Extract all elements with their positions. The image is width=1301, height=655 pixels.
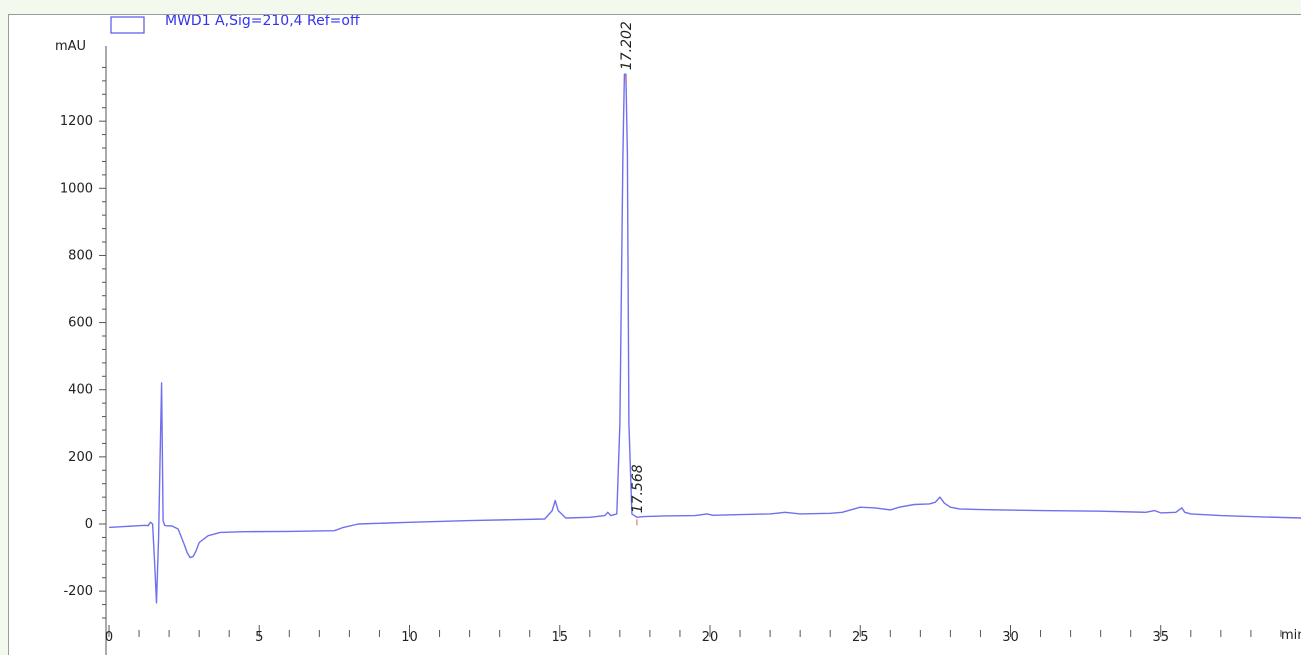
- y-tick-label: 600: [68, 316, 93, 331]
- peak-label: 17.568: [630, 464, 646, 513]
- chromatogram-plot: MWD1 A,Sig=210,4 Ref=off mAU min -200 0 20…: [55, 15, 1301, 655]
- legend-label: MWD1 A,Sig=210,4 Ref=off: [165, 15, 360, 29]
- y-tick-label: 1200: [60, 114, 93, 129]
- signal-trace: [108, 73, 1301, 604]
- y-tick-label: 200: [68, 450, 93, 465]
- y-unit-label: mAU: [55, 39, 86, 54]
- y-axis: -200 0 200 400 600 800 1000 1200: [60, 66, 106, 619]
- y-tick-label: 1000: [60, 181, 93, 196]
- x-unit-label: min: [1281, 628, 1301, 643]
- annotation-layer: 17.202 17.568: [619, 21, 646, 526]
- x-tick-label: 5: [255, 630, 263, 645]
- x-tick-label: 0: [105, 630, 113, 645]
- x-tick-label: 25: [852, 630, 869, 645]
- x-axis: 0 5 10 15 20 25 30 35: [105, 625, 1282, 645]
- legend: MWD1 A,Sig=210,4 Ref=off: [110, 15, 360, 34]
- legend-swatch: [110, 16, 145, 34]
- x-tick-label: 30: [1002, 630, 1019, 645]
- series-layer: [108, 73, 1301, 604]
- x-tick-label: 35: [1152, 630, 1169, 645]
- x-tick-label: 10: [401, 630, 418, 645]
- y-tick-label: 800: [68, 248, 93, 263]
- x-tick-label: 20: [702, 630, 719, 645]
- y-tick-label: 400: [68, 383, 93, 398]
- peak-label: 17.202: [619, 21, 635, 70]
- chart-panel: MWD1 A,Sig=210,4 Ref=off mAU min -200 0 20…: [8, 14, 1301, 655]
- y-tick-label: -200: [63, 584, 93, 599]
- x-tick-label: 15: [551, 630, 568, 645]
- y-tick-label: 0: [85, 517, 93, 532]
